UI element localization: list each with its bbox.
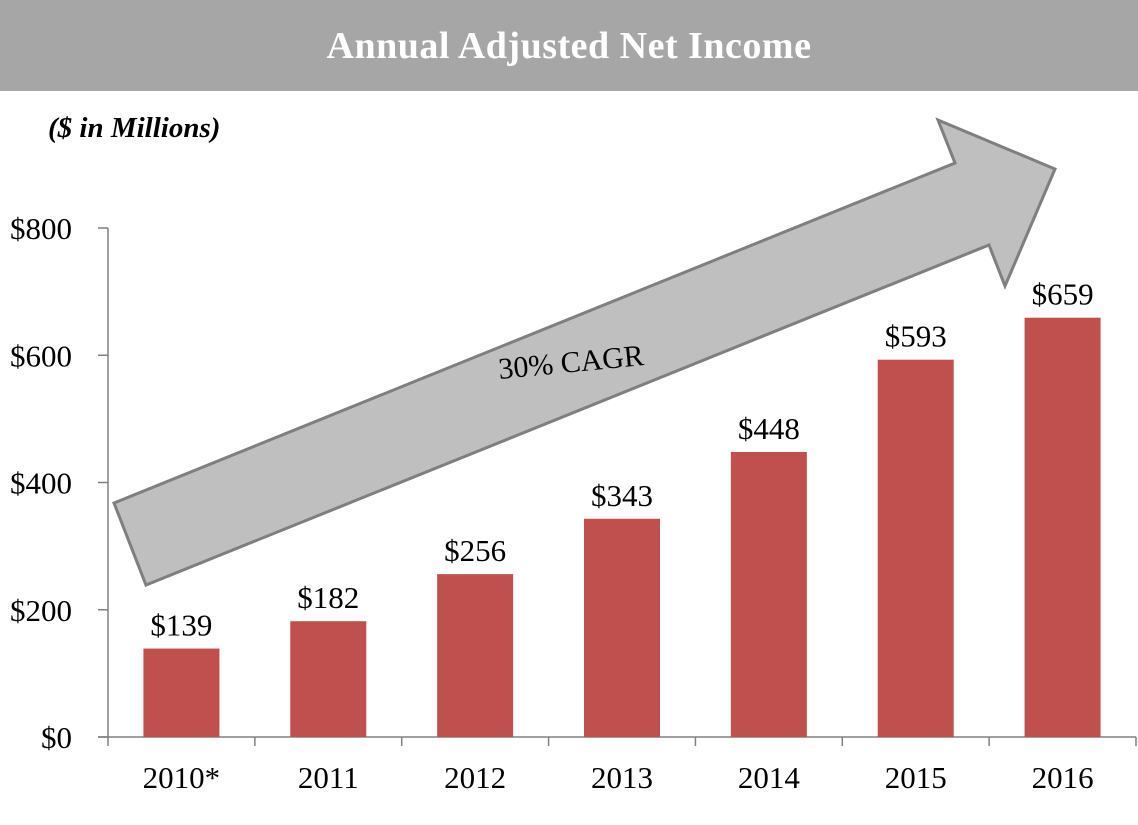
- data-label: $448: [738, 411, 800, 446]
- data-label: $182: [297, 580, 359, 615]
- bars: [143, 317, 1101, 737]
- y-tick-label: $600: [10, 338, 72, 373]
- bar: [877, 359, 954, 737]
- bar: [1024, 317, 1101, 737]
- cagr-arrow-shape: [112, 117, 1057, 587]
- y-tick-label: $200: [10, 593, 72, 628]
- data-label: $343: [591, 478, 653, 513]
- data-label: $256: [444, 533, 506, 568]
- cagr-arrow: 30% CAGR: [112, 117, 1057, 587]
- x-tick-label: 2012: [444, 760, 506, 795]
- x-tick-label: 2014: [738, 760, 801, 795]
- y-tick-label: $0: [41, 720, 72, 755]
- x-tick-label: 2010*: [143, 760, 221, 795]
- x-tick-label: 2011: [298, 760, 359, 795]
- data-label: $593: [885, 319, 947, 354]
- axes: $0 $200 $400 $600 $800 2010* 2011 2012 2013 2014 2…: [10, 211, 1137, 795]
- bar: [584, 518, 660, 737]
- bar: [437, 574, 514, 737]
- data-labels: $139 $182 $256 $343 $448 $593 $659: [150, 277, 1093, 643]
- data-label: $139: [150, 608, 212, 643]
- y-tick-label: $800: [10, 211, 72, 246]
- title-bar: Annual Adjusted Net Income: [0, 0, 1138, 91]
- chart-title: Annual Adjusted Net Income: [326, 24, 812, 67]
- bar: [143, 648, 220, 737]
- data-label: $659: [1032, 277, 1094, 312]
- bar: [290, 621, 367, 737]
- bar: [730, 451, 807, 737]
- units-label: ($ in Millions): [48, 112, 221, 144]
- x-tick-label: 2013: [591, 760, 653, 795]
- x-tick-label: 2016: [1032, 760, 1094, 795]
- x-tick-label: 2015: [885, 760, 947, 795]
- y-tick-label: $400: [10, 466, 72, 501]
